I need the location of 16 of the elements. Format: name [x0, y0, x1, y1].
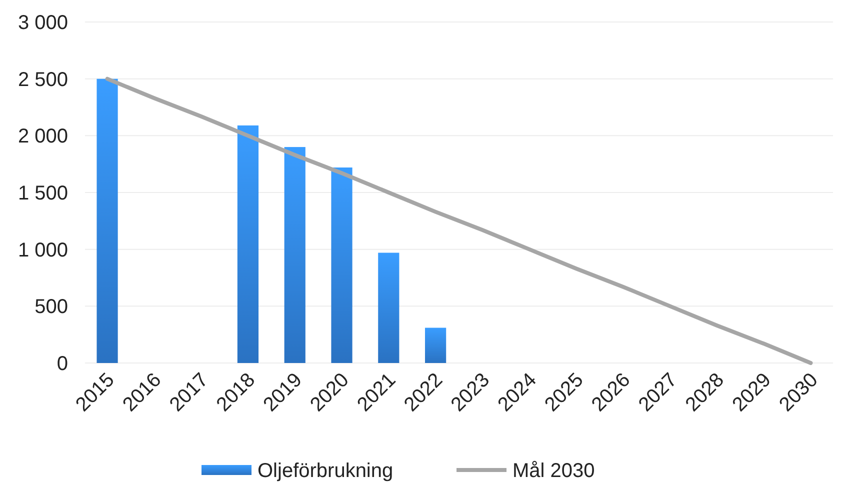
bar: [331, 167, 352, 363]
y-tick-label: 0: [56, 353, 68, 375]
y-tick-label: 500: [34, 296, 68, 318]
legend-label: Oljeförbrukning: [258, 460, 394, 482]
y-tick-label: 2 000: [18, 126, 68, 148]
y-tick-label: 2 500: [18, 68, 68, 91]
y-tick-label: 3 000: [18, 12, 68, 34]
bar: [378, 252, 400, 363]
bar: [96, 78, 118, 363]
bar: [284, 147, 306, 363]
y-tick-label: 1 500: [18, 182, 68, 204]
line-series: [105, 76, 813, 365]
y-tick-label: 1 000: [18, 239, 68, 262]
bar: [425, 328, 446, 363]
bar: [237, 125, 259, 363]
legend-label: Mål 2030: [512, 460, 595, 482]
